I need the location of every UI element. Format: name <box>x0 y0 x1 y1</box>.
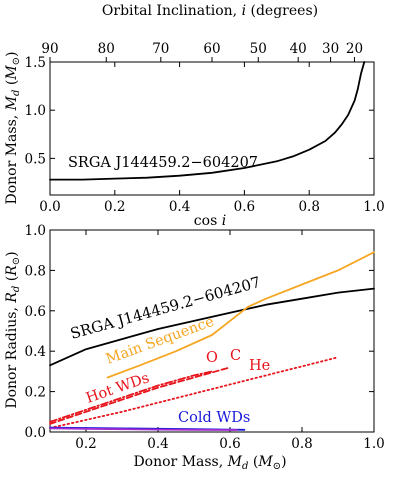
y-tick-label: 0.8 <box>25 263 46 279</box>
x-tick-label: 0.8 <box>291 436 312 452</box>
y-tick-label: 0.0 <box>25 425 46 441</box>
y-tick-label: 0.5 <box>25 151 46 167</box>
inclination-tick-label: 50 <box>250 41 267 57</box>
y-tick-label: 0.4 <box>25 344 46 360</box>
inclination-tick-label: 80 <box>98 41 115 57</box>
bottom-x-axis-title: Donor Mass, Md (M⊙) <box>133 454 286 472</box>
top-panel: Orbital Inclination, i (degrees) 90 80 70 6… <box>4 3 385 229</box>
inclination-tick-label: 40 <box>290 41 307 57</box>
bottom-panel: 0.2 0.4 0.6 0.8 1.0 0.00.20.40.60.81.0 SRGA … <box>4 223 385 472</box>
series-line-main-sequence <box>106 251 375 379</box>
inclination-tick-label: 60 <box>203 41 220 57</box>
x-tick-label: 1.0 <box>363 436 384 452</box>
x-tick-label: 0.0 <box>39 199 60 215</box>
bottom-series-group <box>49 251 375 431</box>
x-tick-label: 0.4 <box>169 199 190 215</box>
bottom-y-axis-title: Donor Radius, Rd (R⊙) <box>4 251 22 408</box>
y-tick-label: 1.0 <box>25 223 46 239</box>
x-tick-label: 0.4 <box>147 436 168 452</box>
top-axis-title: Orbital Inclination, i (degrees) <box>102 3 318 19</box>
y-tick-label: 0.2 <box>25 385 46 401</box>
inclination-tick-label: 70 <box>152 41 169 57</box>
y-tick-label: 0.6 <box>25 304 46 320</box>
top-y-axis-title: Donor Mass, Md (M⊙) <box>4 51 22 204</box>
bottom-annotation-c: C <box>230 348 241 364</box>
y-tick-label: 1.0 <box>25 103 46 119</box>
bottom-annotation-he: He <box>249 358 270 374</box>
top-annotation-srga: SRGA J144459.2−604207 <box>68 155 258 171</box>
bottom-annotation-cold-wds: Cold WDs <box>178 410 250 426</box>
series-line-cold-wds-purple- <box>49 427 239 431</box>
x-tick-label: 1.0 <box>363 199 384 215</box>
bottom-annotation-o: O <box>206 350 218 366</box>
bottom-x-ticks: 0.2 0.4 0.6 0.8 1.0 <box>75 230 385 452</box>
x-tick-label: 0.6 <box>219 436 240 452</box>
top-plot-frame <box>49 61 375 196</box>
series-line-c <box>49 366 231 425</box>
top-series-group <box>49 61 366 181</box>
bottom-y-ticks: 0.0 0.2 0.4 0.6 0.8 1.0 <box>25 223 374 441</box>
x-tick-label: 0.8 <box>298 199 319 215</box>
top-axis-ticks: 90 80 70 60 50 40 30 20 <box>41 41 363 62</box>
x-tick-label: 0.6 <box>234 199 255 215</box>
x-tick-label: 0.2 <box>75 436 96 452</box>
inclination-tick-label: 30 <box>322 41 339 57</box>
y-tick-label: 1.5 <box>25 55 46 71</box>
x-tick-label: 0.2 <box>104 199 125 215</box>
series-line-o <box>49 370 213 423</box>
bottom-plot-frame <box>49 229 375 433</box>
top-x-ticks: 0.0 0.2 0.4 0.6 0.8 1.0 <box>39 62 385 215</box>
inclination-tick-label: 20 <box>346 41 363 57</box>
series-line-srga-j144459-2-604207 <box>49 287 375 367</box>
series-line-he <box>49 356 339 429</box>
series-line-srga-j144459-2-604207 <box>49 61 366 181</box>
top-y-ticks: 0.5 1.0 1.5 <box>25 55 374 167</box>
top-x-axis-title: cos i <box>194 213 226 229</box>
inclination-tick-label: 90 <box>41 41 58 57</box>
